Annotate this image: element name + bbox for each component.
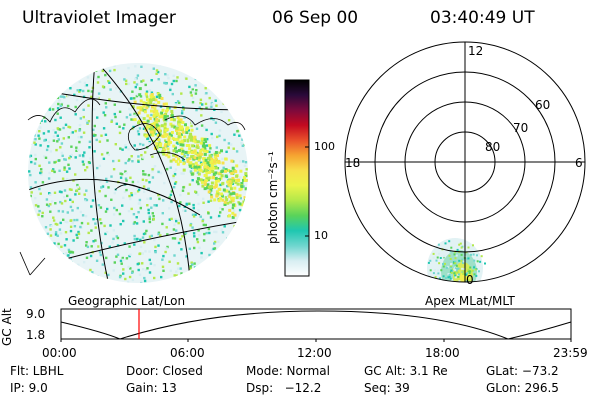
gc-alt-status: GC Alt: 3.1 Re [364,364,448,378]
apex-caption: Apex MLat/MLT [425,294,515,308]
seq-status: Seq: 39 [364,381,410,395]
x-tick-0600: 06:00 [170,346,205,360]
altitude-curve [60,310,572,340]
colorbar-tick-100: 100 [314,140,335,153]
date-label: 06 Sep 00 [272,8,359,28]
geographic-caption: Geographic Lat/Lon [68,294,186,308]
mlt-label-18: 18 [345,156,360,170]
mlt-label-6: 6 [575,156,583,170]
altitude-plot-frame [60,308,572,340]
x-tick-2359: 23:59 [553,346,588,360]
x-tick-1200: 12:00 [297,346,332,360]
instrument-title: Ultraviolet Imager [22,8,176,28]
door-status: Door: Closed [126,364,203,378]
ip-status: IP: 9.0 [10,381,48,395]
mlat-label-70: 70 [513,121,528,135]
glon-status: GLon: 296.5 [486,381,559,395]
altitude-plot [60,308,572,342]
colorbar-unit-label: photon cm⁻²s⁻¹ [266,151,280,244]
coastline [19,98,246,276]
polar-mlat-mlt-plot: 12 18 6 0 60 70 80 [344,41,586,287]
dsp-status: Dsp: −12.2 [246,381,322,395]
mlt-label-12: 12 [468,44,483,58]
filter-status: Flt: LBHL [10,364,64,378]
x-tick-0000: 00:00 [42,346,77,360]
geographic-image-panel [19,63,248,283]
mode-status: Mode: Normal [246,364,330,378]
mlt-label-0: 0 [466,273,474,287]
polar-emission [427,238,486,282]
gain-status: Gain: 13 [126,381,177,395]
color-scale-bar [284,79,310,277]
gc-alt-axis-title: GC Alt [0,308,14,346]
x-tick-1800: 18:00 [425,346,460,360]
glat-status: GLat: −73.2 [486,364,559,378]
polar-grid [344,41,586,283]
colorbar-tick-10: 10 [314,229,328,242]
mlat-label-80: 80 [485,140,500,154]
y-tick-1-8: 1.8 [26,328,46,342]
time-ticks [60,339,572,342]
mlat-label-60: 60 [535,98,550,112]
y-tick-9: 9.0 [26,307,46,321]
time-label: 03:40:49 UT [430,8,535,28]
